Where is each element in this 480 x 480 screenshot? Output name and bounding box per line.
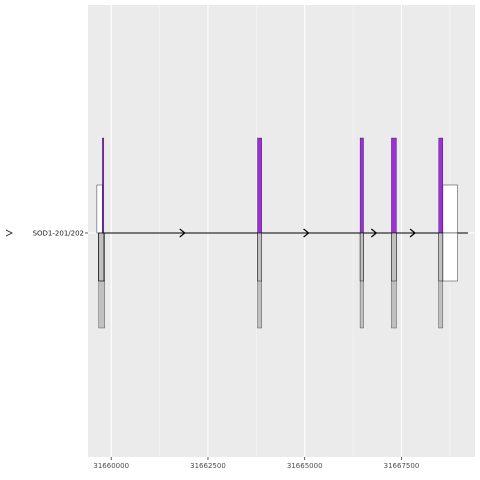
y-tick-label: SOD1-201/202 — [33, 230, 84, 238]
upper-utr — [96, 184, 103, 234]
lower-exon — [359, 232, 364, 329]
lower-exon — [438, 232, 444, 329]
x-tick-label: 31665000 — [287, 462, 323, 470]
x-tick-label: 31667500 — [384, 462, 420, 470]
lower-exon — [257, 232, 262, 329]
direction-arrow — [409, 228, 416, 238]
x-tick-label: 31660000 — [93, 462, 129, 470]
lower-utr — [442, 232, 458, 282]
plot-panel — [88, 5, 475, 457]
direction-arrow — [179, 228, 186, 238]
axes: 31660000 31662500 31665000 31667500 — [5, 229, 420, 470]
lower-exon — [391, 232, 397, 329]
direction-arrow — [303, 228, 310, 238]
lower-exon-inner — [438, 232, 444, 282]
strand-chevron — [5, 229, 13, 237]
lower-exon-inner — [257, 232, 262, 282]
gene-marks — [96, 137, 469, 329]
lower-exon-inner — [359, 232, 364, 282]
upper-utr — [442, 184, 458, 234]
coding-exon — [257, 137, 262, 234]
direction-arrow — [370, 228, 378, 238]
coding-exon — [102, 137, 105, 234]
lower-exon-inner — [391, 232, 397, 282]
lower-utr-left — [98, 232, 105, 282]
x-tick-label: 31662500 — [190, 462, 226, 470]
coding-exon — [359, 137, 364, 234]
coding-exon — [438, 137, 444, 234]
coding-exon — [391, 137, 397, 234]
